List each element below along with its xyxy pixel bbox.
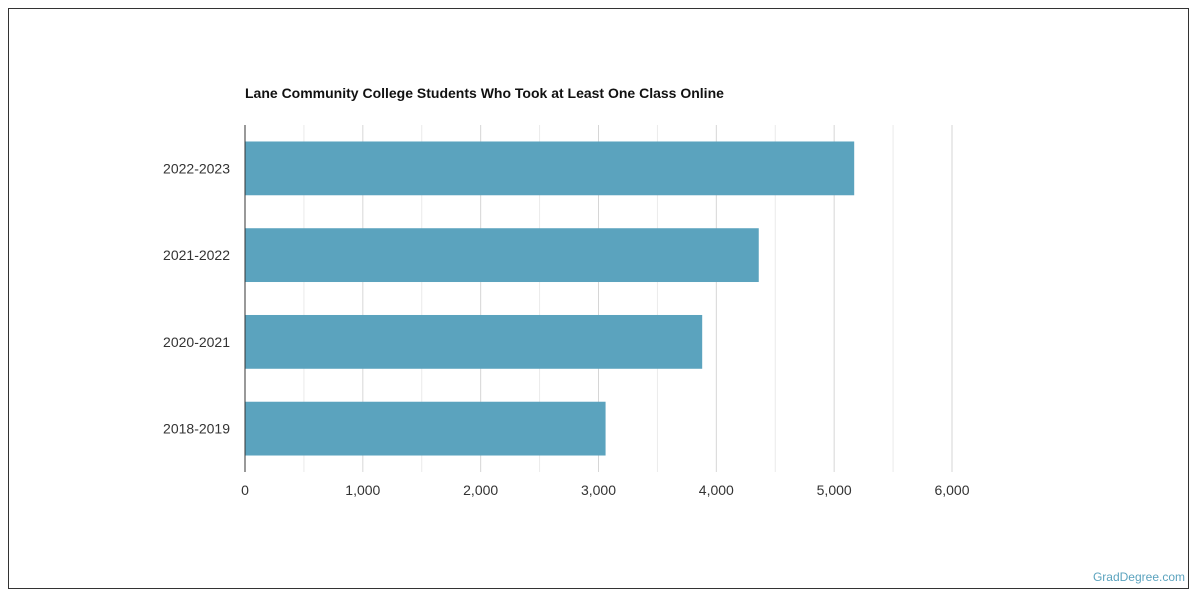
category-label: 2022-2023: [163, 160, 230, 176]
x-tick-labels: 0 1,000 2,000 3,000 4,000 5,000 6,000: [241, 482, 970, 498]
x-tick-label: 4,000: [699, 482, 734, 498]
x-tick-label: 1,000: [345, 482, 380, 498]
x-tick-label: 6,000: [934, 482, 969, 498]
category-label: 2018-2019: [163, 421, 230, 437]
category-label: 2020-2021: [163, 334, 230, 350]
source-credit[interactable]: GradDegree.com: [1092, 570, 1185, 584]
x-tick-label: 2,000: [463, 482, 498, 498]
bar-2022-2023[interactable]: [245, 141, 855, 196]
bar-2021-2022[interactable]: [245, 228, 759, 283]
category-label: 2021-2022: [163, 247, 230, 263]
x-tick-label: 5,000: [817, 482, 852, 498]
x-tick-label: 3,000: [581, 482, 616, 498]
bar-2018-2019[interactable]: [245, 401, 606, 456]
category-labels: 2022-2023 2021-2022 2020-2021 2018-2019: [163, 160, 230, 436]
bar-2020-2021[interactable]: [245, 314, 703, 369]
x-tick-label: 0: [241, 482, 249, 498]
chart-title: Lane Community College Students Who Took…: [245, 85, 724, 101]
bars: [245, 141, 855, 456]
